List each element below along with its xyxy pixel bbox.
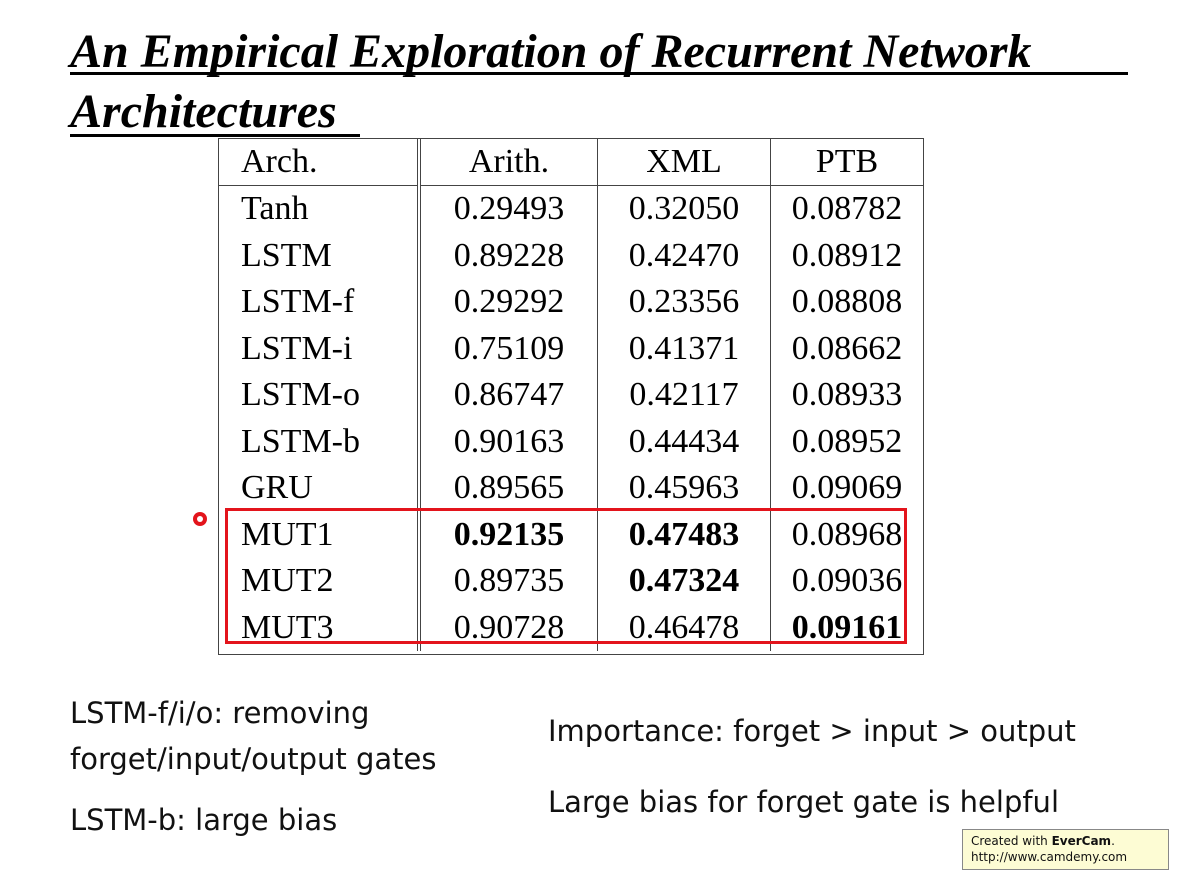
slide-title: An Empirical Exploration of Recurrent Ne… [70, 22, 1031, 142]
pointer-cursor-icon [193, 512, 207, 526]
cell-xml: 0.32050 [597, 185, 771, 233]
cell-arch: GRU [241, 469, 313, 507]
slide-title-line1: An Empirical Exploration of Recurrent Ne… [70, 25, 1032, 78]
table-row: LSTM-b 0.90163 0.44434 0.08952 [219, 418, 923, 465]
results-table-container: Arch. Arith. XML PTB Tanh 0.29493 0.3205… [218, 138, 924, 655]
cell-ptb: 0.08782 [770, 185, 923, 233]
note-gates-removed-line2: forget/input/output gates [70, 742, 437, 776]
table-row: LSTM 0.89228 0.42470 0.08912 [219, 232, 923, 279]
cell-arch: LSTM-b [241, 422, 360, 460]
slide-title-line2: Architectures [70, 85, 337, 138]
header-xml: XML [597, 139, 771, 186]
cell-ptb: 0.09036 [770, 558, 923, 605]
cell-arch: LSTM [241, 236, 332, 274]
header-arch: Arch. [241, 143, 318, 180]
cell-arch: Tanh [241, 190, 309, 228]
cell-arch: LSTM-o [241, 376, 360, 414]
cell-arith-best: 0.92135 [417, 511, 598, 558]
header-ptb: PTB [770, 139, 923, 186]
cell-arch: LSTM-i [241, 329, 353, 367]
table-row: LSTM-o 0.86747 0.42117 0.08933 [219, 372, 923, 419]
cell-arith: 0.86747 [417, 372, 598, 419]
cell-ptb: 0.08808 [770, 279, 923, 326]
watermark-url: http://www.camdemy.com [971, 850, 1128, 864]
cell-ptb: 0.08933 [770, 372, 923, 419]
cell-xml-best: 0.47324 [597, 558, 771, 605]
cell-arith: 0.75109 [417, 325, 598, 372]
cell-arch: MUT2 [241, 562, 334, 600]
note-forget-bias: Large bias for forget gate is helpful [548, 785, 1059, 819]
cell-ptb: 0.08662 [770, 325, 923, 372]
cell-xml: 0.46478 [597, 604, 771, 651]
table-row: MUT1 0.92135 0.47483 0.08968 [219, 511, 923, 558]
table-row: LSTM-f 0.29292 0.23356 0.08808 [219, 279, 923, 326]
cell-arith: 0.90163 [417, 418, 598, 465]
watermark-suffix: . [1111, 834, 1115, 848]
cell-ptb-best: 0.09161 [770, 604, 923, 651]
title-underline-1 [70, 72, 1128, 75]
header-arith: Arith. [417, 139, 598, 186]
cell-arith: 0.89565 [417, 465, 598, 512]
cell-xml: 0.42470 [597, 232, 771, 279]
cell-xml: 0.23356 [597, 279, 771, 326]
table-row: LSTM-i 0.75109 0.41371 0.08662 [219, 325, 923, 372]
cell-arith: 0.29292 [417, 279, 598, 326]
cell-xml: 0.41371 [597, 325, 771, 372]
cell-arch: LSTM-f [241, 283, 355, 321]
table-row: GRU 0.89565 0.45963 0.09069 [219, 465, 923, 512]
watermark-prefix: Created with [971, 834, 1052, 848]
table-row: MUT3 0.90728 0.46478 0.09161 [219, 604, 923, 651]
cell-xml: 0.45963 [597, 465, 771, 512]
cell-arch: MUT1 [241, 515, 334, 553]
cell-xml: 0.42117 [597, 372, 771, 419]
cell-arith: 0.90728 [417, 604, 598, 651]
watermark-created-line: Created with EverCam. [971, 833, 1160, 849]
note-importance: Importance: forget > input > output [548, 714, 1076, 748]
evercam-watermark: Created with EverCam. http://www.camdemy… [962, 829, 1169, 870]
cell-arch: MUT3 [241, 608, 334, 646]
cell-arith: 0.89228 [417, 232, 598, 279]
cell-xml-best: 0.47483 [597, 511, 771, 558]
note-gates-removed-line1: LSTM-f/i/o: removing [70, 696, 370, 730]
watermark-brand: EverCam [1051, 834, 1112, 848]
cell-ptb: 0.08952 [770, 418, 923, 465]
cell-xml: 0.44434 [597, 418, 771, 465]
table-row: Tanh 0.29493 0.32050 0.08782 [219, 185, 923, 233]
cell-ptb: 0.09069 [770, 465, 923, 512]
note-large-bias: LSTM-b: large bias [70, 803, 338, 837]
title-underline-2 [70, 134, 360, 137]
table-row: MUT2 0.89735 0.47324 0.09036 [219, 558, 923, 605]
cell-arith: 0.89735 [417, 558, 598, 605]
table-header-row: Arch. Arith. XML PTB [219, 139, 923, 186]
cell-ptb: 0.08968 [770, 511, 923, 558]
cell-ptb: 0.08912 [770, 232, 923, 279]
results-table: Arch. Arith. XML PTB Tanh 0.29493 0.3205… [219, 139, 923, 651]
cell-arith: 0.29493 [417, 185, 598, 233]
note-gates-removed: LSTM-f/i/o: removing forget/input/output… [70, 690, 437, 782]
